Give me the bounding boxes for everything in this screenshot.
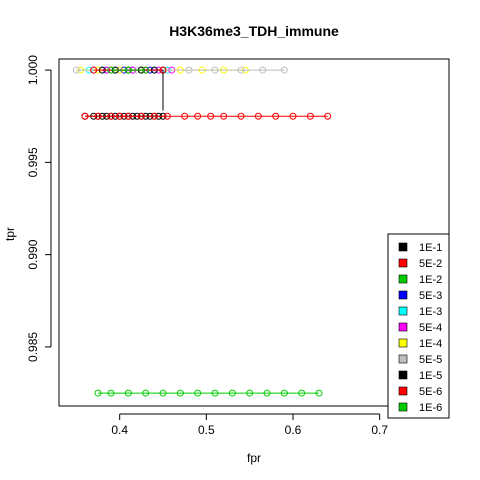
data-point [280,66,288,74]
x-tick-label: 0.5 [198,423,215,437]
legend-item: 5E-2 [398,258,442,270]
series-group [94,389,323,397]
legend-swatch [398,386,408,396]
legend-label: 1E-4 [419,338,442,350]
legend-swatch [398,242,408,252]
data-point [90,66,98,74]
legend-swatch [398,306,408,316]
legend-label: 1E-1 [419,242,442,254]
legend: 1E-1 5E-2 1E-2 5E-3 1E-3 5E-4 1E-4 5E-5 1E-5 5E-6… [387,233,450,419]
legend-swatch [398,402,408,412]
data-point [124,389,132,397]
legend-item: 1E-2 [398,274,442,286]
y-tick-label: 0.990 [26,239,40,269]
chart-title: H3K36me3_TDH_immune [169,23,339,39]
data-point [142,66,150,74]
data-point [220,112,228,120]
legend-swatch [398,338,408,348]
data-point [254,112,262,120]
legend-label: 5E-4 [419,322,442,334]
data-point [289,112,297,120]
legend-label: 1E-5 [419,370,442,382]
legend-item: 5E-5 [398,354,442,366]
data-point [181,112,189,120]
data-point [237,66,245,74]
plot-box [58,58,450,407]
legend-item: 1E-3 [398,306,442,318]
series-group [107,66,150,74]
legend-swatch [398,354,408,364]
legend-label: 1E-6 [419,402,442,414]
legend-swatch [398,370,408,380]
data-point [94,112,102,120]
data-point [263,389,271,397]
data-point [124,66,132,74]
legend-swatch [398,274,408,284]
legend-item: 1E-4 [398,338,442,350]
data-point [272,112,280,120]
y-tick-label: 0.995 [26,147,40,177]
legend-item: 1E-5 [398,370,442,382]
data-point [107,112,115,120]
legend-item: 5E-3 [398,290,442,302]
data-point [207,112,215,120]
data-point [246,389,254,397]
y-axis-title: tpr [3,227,17,241]
y-axis: 0.985 0.990 0.995 1.000 [26,55,52,362]
data-point [94,389,102,397]
data-point [150,112,158,120]
data-point [298,389,306,397]
data-point [194,112,202,120]
data-point [107,66,115,74]
data-point [72,66,80,74]
data-point [315,389,323,397]
legend-label: 5E-2 [419,258,442,270]
data-point [237,112,245,120]
data-point [107,389,115,397]
legend-item: 5E-6 [398,386,442,398]
data-point [142,389,150,397]
legend-swatch [398,258,408,268]
data-point [159,389,167,397]
x-tick-label: 0.7 [371,423,388,437]
data-point [176,389,184,397]
data-point [124,112,132,120]
legend-item: 1E-6 [398,402,442,414]
data-point [81,112,89,120]
series-group [81,112,332,120]
x-axis-title: fpr [247,451,261,465]
data-point [116,112,124,120]
data-point [211,66,219,74]
legend-label: 5E-6 [419,386,442,398]
data-point [280,389,288,397]
data-point [211,389,219,397]
x-axis: 0.4 0.5 0.6 0.7 [111,413,388,437]
legend-swatch [398,322,408,332]
data-point [137,112,145,120]
data-point [259,66,267,74]
data-point [194,389,202,397]
data-point [185,66,193,74]
x-tick-label: 0.4 [111,423,128,437]
data-point [163,112,171,120]
legend-swatch [398,290,408,300]
y-tick-label: 1.000 [26,55,40,85]
legend-item: 1E-1 [398,242,442,254]
legend-label: 1E-2 [419,274,442,286]
data-point [306,112,314,120]
y-tick-label: 0.985 [26,332,40,362]
series-layer [72,66,332,397]
data-point [228,389,236,397]
data-point [324,112,332,120]
legend-box [387,233,450,419]
legend-label: 1E-3 [419,306,442,318]
x-tick-label: 0.6 [285,423,302,437]
legend-label: 5E-3 [419,290,442,302]
legend-item: 5E-4 [398,322,442,334]
legend-label: 5E-5 [419,354,442,366]
